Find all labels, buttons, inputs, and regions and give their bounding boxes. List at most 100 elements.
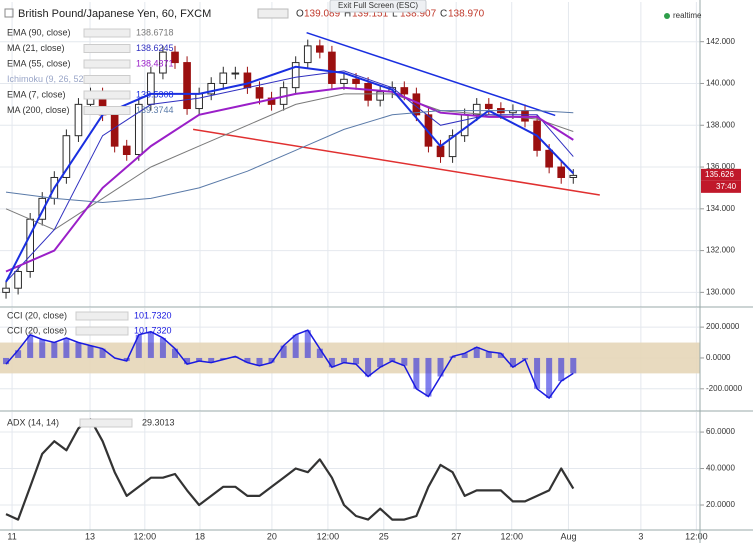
- plot: 135.626 37:40: [0, 31, 741, 521]
- legend-icons[interactable]: [75, 326, 129, 336]
- cci-bar: [51, 342, 58, 358]
- candle-body: [255, 87, 264, 99]
- price-tag-label: 135.626: [705, 170, 734, 179]
- x-tick-label: 12:00: [685, 531, 708, 541]
- ohlc-value: 138.907: [400, 9, 437, 20]
- cci-bar: [280, 345, 287, 358]
- legend-icons[interactable]: [83, 44, 131, 53]
- collapse-icon[interactable]: [4, 8, 14, 18]
- cci-bar: [509, 357, 516, 368]
- legend-value: 101.7320: [134, 325, 172, 335]
- y-tick-label: 130.000: [706, 287, 735, 296]
- y-tick-label: 138.000: [706, 120, 735, 129]
- legend-label: CCI (20, close): [7, 310, 67, 320]
- candle-body: [171, 51, 179, 64]
- cci-bar: [461, 353, 468, 358]
- candle-body: [316, 45, 324, 53]
- cci-bar: [268, 357, 275, 363]
- candle-body: [400, 87, 409, 95]
- legend-value: 138.6245: [136, 43, 174, 53]
- legend-value: 101.7320: [134, 310, 172, 320]
- candle-body: [38, 197, 47, 220]
- cci-bar: [15, 350, 22, 358]
- candle-body: [376, 91, 384, 101]
- cci-bar: [244, 357, 251, 363]
- trendline: [306, 31, 556, 117]
- candle-body: [2, 287, 10, 293]
- exit-fullscreen-label[interactable]: Exit Full Screen (ESC): [338, 1, 418, 10]
- legend-icons[interactable]: [83, 106, 131, 115]
- y-tick-label: 0.0000: [706, 353, 731, 362]
- cci-bar: [159, 337, 166, 358]
- cci-bar: [184, 357, 191, 365]
- legend-icons[interactable]: [83, 75, 131, 84]
- x-tick-label: 27: [451, 531, 461, 541]
- cci-bar: [304, 330, 311, 358]
- legend-icons[interactable]: [83, 90, 131, 100]
- cci-bar: [340, 357, 347, 363]
- candle-body: [303, 45, 312, 64]
- price-tag: [701, 168, 741, 181]
- cci-bar: [316, 348, 323, 358]
- x-tick-label: 11: [7, 531, 16, 541]
- ohlc-label: H: [344, 9, 351, 20]
- cci-bar: [546, 357, 553, 399]
- legend-label: MA (21, close): [7, 43, 65, 53]
- candle-body: [14, 270, 22, 289]
- legend: EMA (90, close) 138.6718 MA (21, close) 138…: [7, 27, 175, 428]
- indicator-line: [5, 70, 574, 283]
- cci-bar: [377, 357, 384, 368]
- legend-icons[interactable]: [83, 59, 131, 69]
- cci-bar: [473, 347, 480, 358]
- indicator-line: [5, 110, 574, 204]
- legend-value: 138.5308: [136, 89, 174, 99]
- legend-icons[interactable]: [83, 28, 131, 38]
- x-tick-label: 12:00: [500, 531, 523, 541]
- cci-bar: [353, 357, 360, 365]
- candle-body: [424, 114, 433, 147]
- candle-body: [207, 82, 216, 95]
- x-tick-label: 12:00: [317, 531, 340, 541]
- y-tick-label: 20.0000: [706, 500, 735, 509]
- cci-line: [5, 329, 574, 400]
- legend-icons[interactable]: [79, 418, 133, 428]
- trendline: [192, 128, 600, 196]
- candle-body: [328, 51, 336, 84]
- ohlc-value: 139.151: [352, 9, 389, 20]
- x-tick-label: 13: [85, 531, 95, 541]
- header-icons[interactable]: [257, 8, 289, 19]
- candle-body: [243, 72, 252, 89]
- legend-label: EMA (55, close): [7, 58, 71, 68]
- countdown-tag: [701, 180, 741, 193]
- candle-body: [159, 51, 167, 74]
- cci-bar: [485, 351, 492, 358]
- candle-body: [219, 72, 228, 84]
- chart-title: British Pound/Japanese Yen, 60, FXCM: [18, 8, 211, 20]
- cci-bar: [39, 339, 46, 358]
- candle-body: [122, 145, 131, 155]
- legend-icons[interactable]: [75, 311, 129, 321]
- candle-body: [195, 93, 203, 110]
- legend-label: CCI (20, close): [7, 325, 67, 335]
- countdown-label: 37:40: [716, 182, 737, 191]
- candle-body: [231, 72, 240, 75]
- candle-body: [569, 174, 578, 178]
- x-tick-label: 20: [267, 531, 277, 541]
- cci-bar: [558, 357, 565, 382]
- y-tick-label: 40.0000: [706, 464, 735, 473]
- candle-body: [26, 218, 34, 272]
- cci-bar: [401, 357, 408, 366]
- cci-bar: [208, 357, 215, 363]
- cci-bar: [172, 348, 178, 358]
- exit-fullscreen[interactable]: [329, 0, 427, 13]
- cci-bar: [99, 348, 106, 358]
- candle-body: [521, 110, 529, 122]
- candle-body: [448, 135, 457, 158]
- legend-value: 138.6718: [136, 27, 174, 37]
- x-tick-label: 12:00: [134, 531, 157, 541]
- legend-label: Ichimoku (9, 26, 52, 26): [7, 74, 102, 84]
- cci-bar: [63, 337, 70, 358]
- cci-bar: [27, 334, 34, 358]
- ohlc-value: 138.970: [448, 9, 485, 20]
- legend-label: MA (200, close): [7, 105, 70, 115]
